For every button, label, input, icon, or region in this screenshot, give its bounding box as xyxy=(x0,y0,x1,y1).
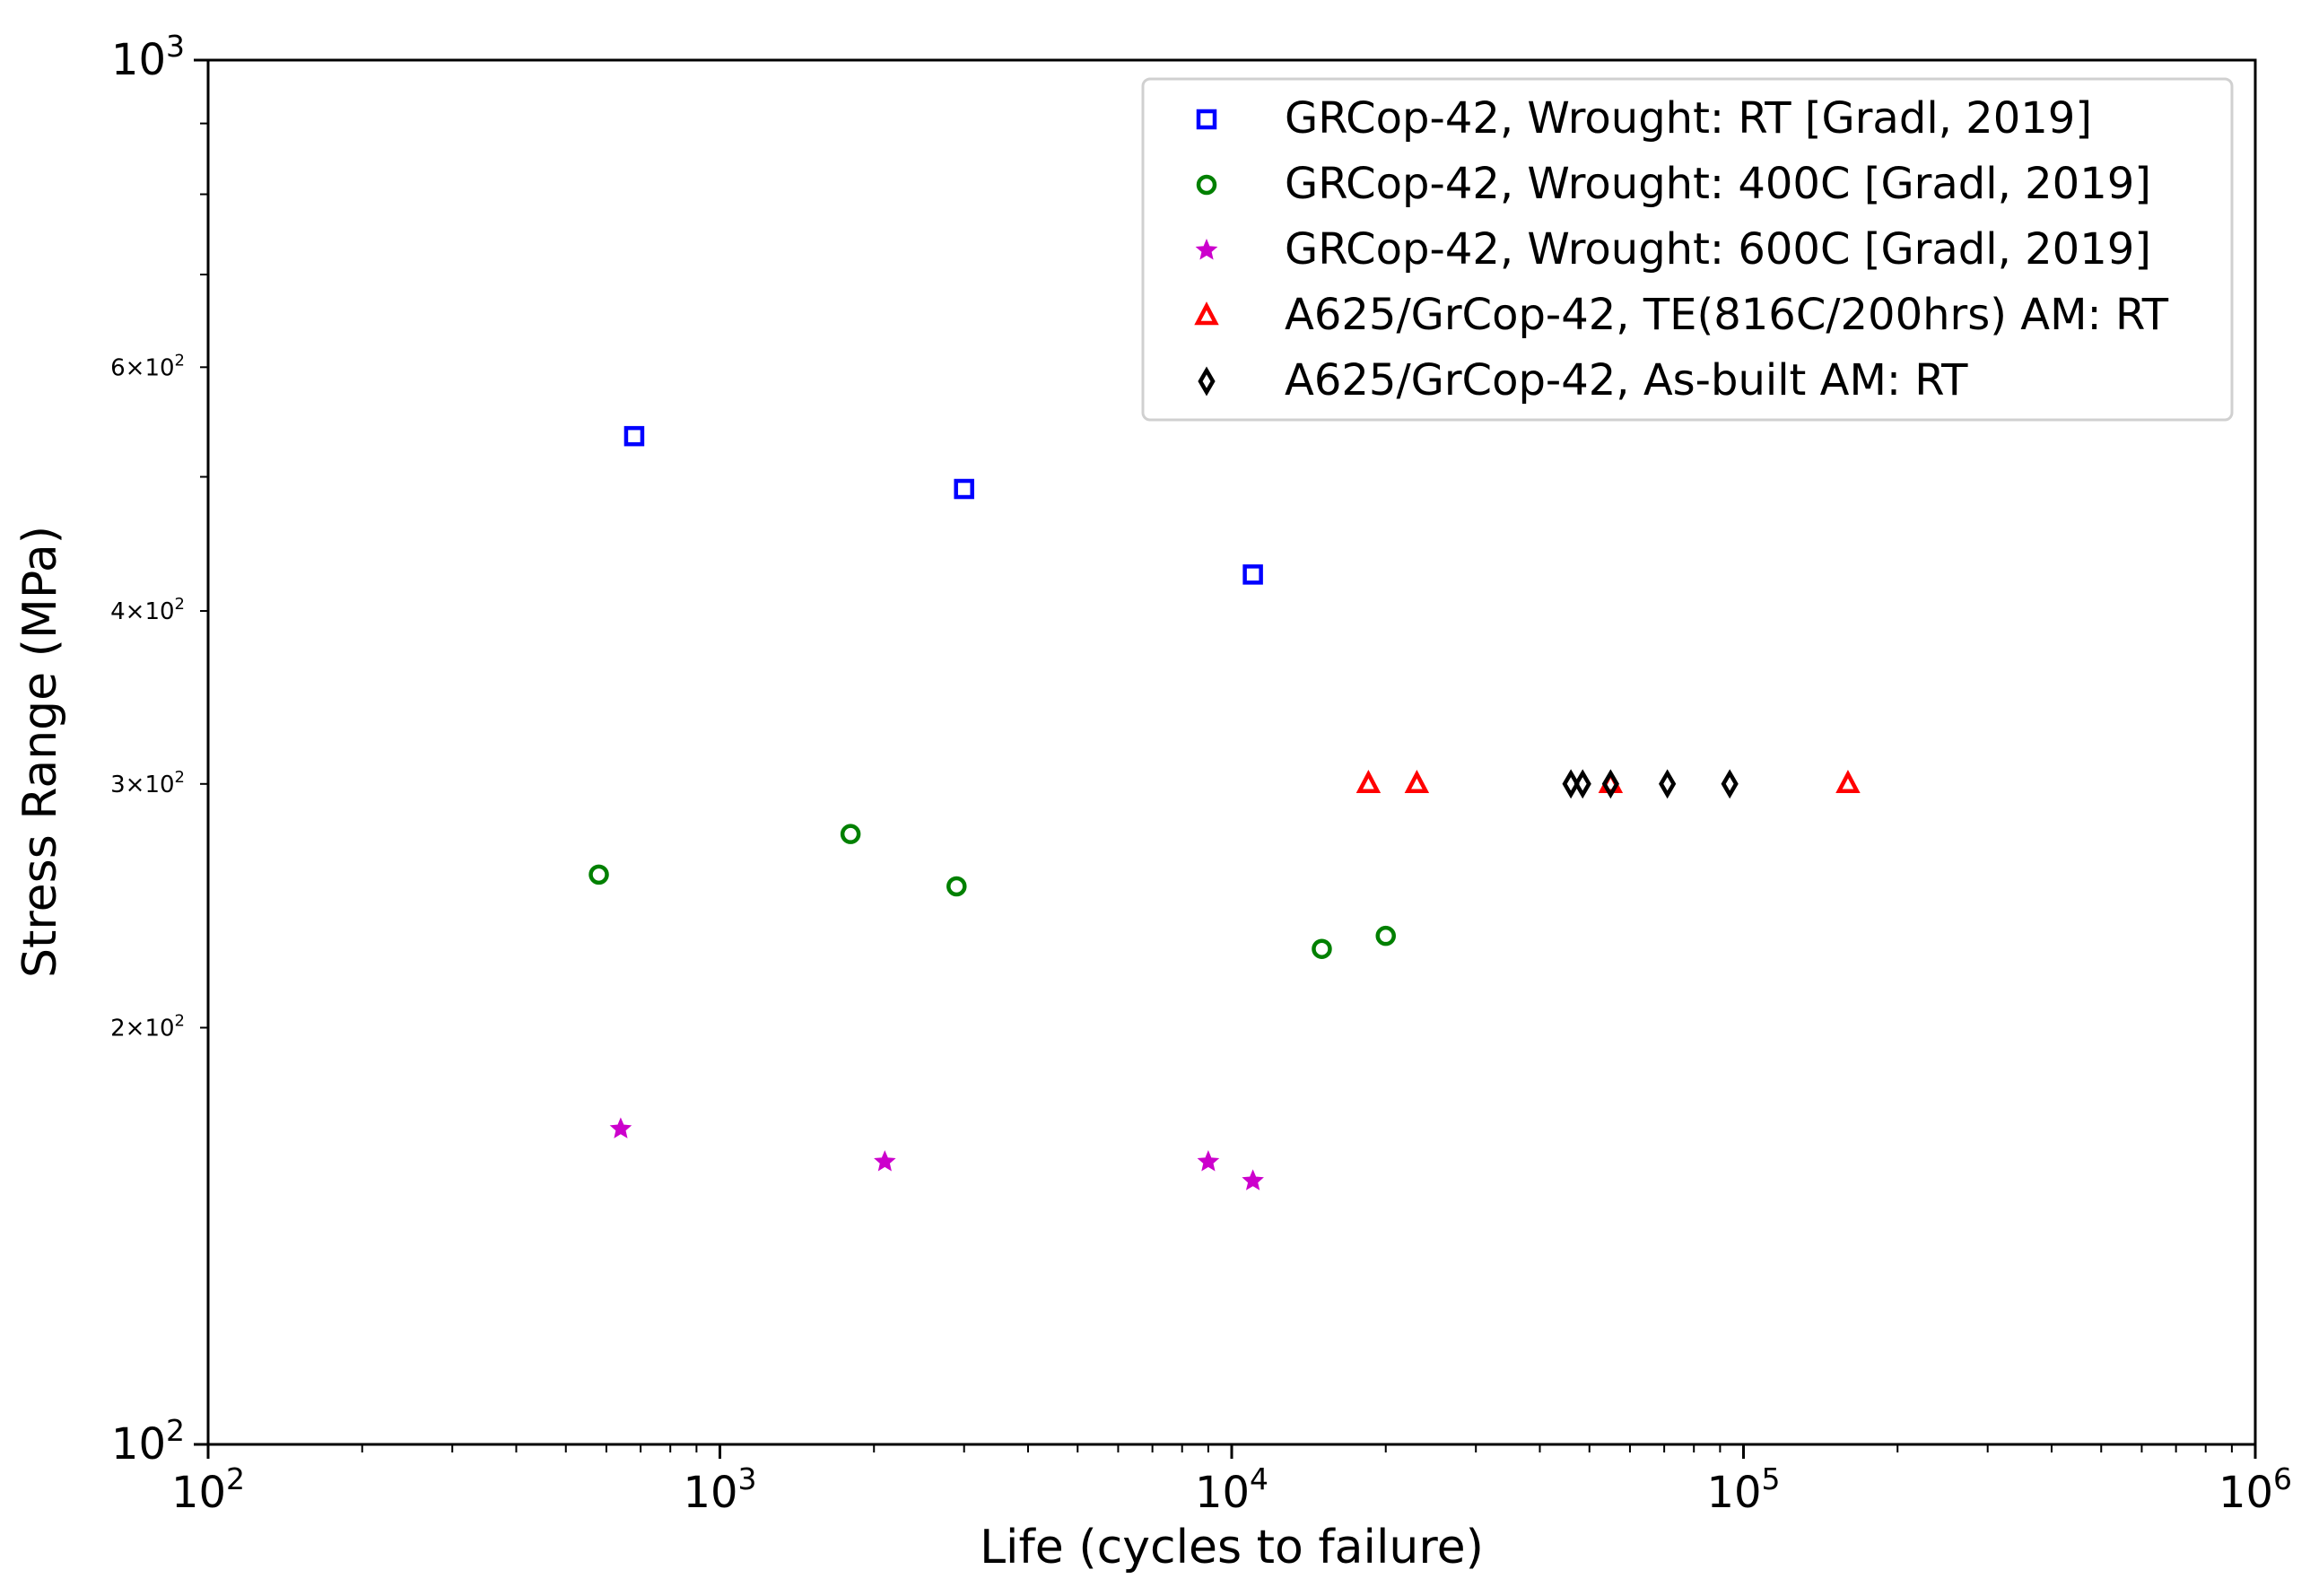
series-1-point xyxy=(623,425,645,447)
series-3-point xyxy=(609,1117,632,1138)
series-5-point xyxy=(1562,769,1580,799)
series-2-point xyxy=(946,876,967,897)
x-tick-label: 104 xyxy=(1195,1461,1268,1518)
legend-box xyxy=(1141,77,2234,422)
series-4-point xyxy=(1835,769,1861,794)
series-3-point xyxy=(1242,1169,1264,1190)
series-3-point xyxy=(874,1150,896,1172)
legend-label-1: GRCop-42, Wrought: RT [Gradl, 2019] xyxy=(1285,93,2092,144)
y-minor-tick-label: 4×102 xyxy=(110,595,185,625)
x-tick-label: 102 xyxy=(171,1461,245,1518)
series-4-point xyxy=(1404,769,1430,794)
legend-marker-1 xyxy=(1196,109,1217,130)
data-points-layer xyxy=(588,425,1861,1190)
y-tick-label: 102 xyxy=(111,1413,185,1470)
series-2-point xyxy=(1312,938,1332,959)
x-tick-label: 105 xyxy=(1706,1461,1780,1518)
legend-entries: GRCop-42, Wrought: RT [Gradl, 2019] GRCop… xyxy=(1194,93,2169,406)
legend: GRCop-42, Wrought: RT [Gradl, 2019] GRCop… xyxy=(1141,77,2234,422)
tick-layer: 102 103 104 105 106 102 103 2×102 3×102 4×102 6×10… xyxy=(110,29,2292,1518)
series-5-point xyxy=(1573,769,1591,799)
legend-marker-3 xyxy=(1195,239,1218,260)
series-5-point xyxy=(1659,769,1677,799)
legend-marker-5 xyxy=(1198,366,1216,397)
series-2-point xyxy=(840,824,861,844)
series-5-point xyxy=(1721,769,1739,799)
legend-marker-2 xyxy=(1196,174,1217,196)
x-axis-label: Life (cycles to failure) xyxy=(980,1521,1484,1574)
series-2-point xyxy=(588,864,609,885)
y-axis-label: Stress Range (MPa) xyxy=(13,526,67,978)
y-minor-tick-label: 2×102 xyxy=(110,1012,185,1042)
legend-label-3: GRCop-42, Wrought: 600C [Gradl, 2019] xyxy=(1285,224,2151,275)
x-tick-label: 106 xyxy=(2218,1461,2292,1518)
series-2-point xyxy=(1375,925,1396,946)
series-5-point xyxy=(1601,769,1619,799)
legend-label-5: A625/GrCop-42, As-built AM: RT xyxy=(1285,355,1968,406)
y-minor-tick-label: 6×102 xyxy=(110,351,185,381)
series-1-point xyxy=(1242,564,1263,585)
legend-label-4: A625/GrCop-42, TE(816C/200hrs) AM: RT xyxy=(1285,290,2169,340)
legend-marker-4 xyxy=(1194,301,1219,326)
y-tick-label: 103 xyxy=(111,29,185,85)
legend-label-2: GRCop-42, Wrought: 400C [Gradl, 2019] xyxy=(1285,159,2151,209)
x-tick-label: 103 xyxy=(683,1461,756,1518)
series-3-point xyxy=(1197,1150,1220,1172)
series-4-point xyxy=(1355,769,1382,794)
plot-frame xyxy=(206,58,2257,1446)
y-minor-tick-label: 3×102 xyxy=(110,768,185,798)
series-1-point xyxy=(954,478,974,500)
